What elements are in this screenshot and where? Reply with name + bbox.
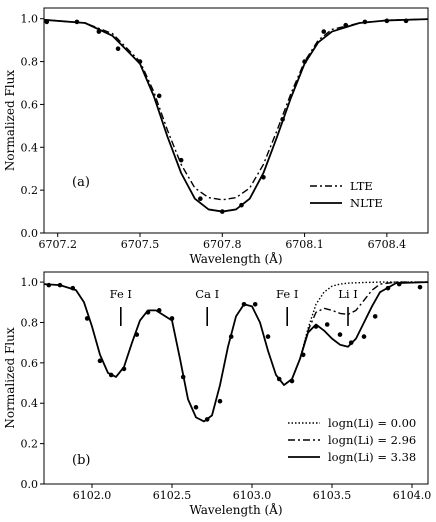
observed-point xyxy=(97,358,103,364)
observed-point xyxy=(384,18,390,24)
observed-point xyxy=(219,209,225,214)
y-tick-label: 1.0 xyxy=(21,13,39,26)
x-axis-label: Wavelength (Å) xyxy=(189,251,282,266)
observed-point xyxy=(156,93,162,99)
series-line xyxy=(44,18,428,213)
x-axis-label: Wavelength (Å) xyxy=(189,502,282,517)
observed-point xyxy=(385,285,391,291)
panel-label: (a) xyxy=(72,175,90,190)
x-tick-label: 6103.5 xyxy=(313,489,352,502)
y-tick-label: 1.0 xyxy=(21,276,39,289)
observed-point xyxy=(321,29,327,34)
x-tick-label: 6102.0 xyxy=(73,489,112,502)
plot-frame xyxy=(43,271,429,485)
observed-point xyxy=(403,18,409,24)
observed-point xyxy=(324,322,330,327)
x-tick-label: 6102.5 xyxy=(153,489,192,502)
line-id-label: Ca I xyxy=(195,287,219,301)
observed-point xyxy=(156,308,162,313)
observed-point xyxy=(396,281,402,287)
panel-label: (b) xyxy=(72,453,90,468)
legend-label: logn(Li) = 0.00 xyxy=(328,416,416,430)
y-tick-label: 0.8 xyxy=(21,56,39,69)
y-tick-label: 0.0 xyxy=(21,478,39,491)
observed-point xyxy=(137,59,143,64)
observed-point xyxy=(198,196,203,202)
y-tick-label: 0.6 xyxy=(21,98,39,111)
observed-point xyxy=(134,332,140,337)
observed-point xyxy=(115,46,121,52)
line-id-label: Fe I xyxy=(276,287,298,301)
observed-point xyxy=(228,334,234,339)
observed-point xyxy=(70,285,76,291)
legend-label: LTE xyxy=(350,179,373,193)
observed-point xyxy=(361,334,367,339)
observed-point xyxy=(280,117,285,122)
legend-label: logn(Li) = 2.96 xyxy=(328,433,416,447)
observed-point xyxy=(241,302,247,307)
observed-point xyxy=(57,282,63,288)
x-tick-label: 6708.4 xyxy=(368,238,407,251)
plot-area xyxy=(44,18,428,214)
observed-point xyxy=(178,157,184,163)
x-tick-label: 6103.0 xyxy=(233,489,272,502)
y-tick-label: 0.0 xyxy=(21,227,39,240)
observed-point xyxy=(84,316,90,321)
y-axis-label: Normalized Flux xyxy=(3,70,17,171)
observed-point xyxy=(302,59,307,64)
observed-point xyxy=(348,340,354,345)
x-tick-label: 6707.8 xyxy=(203,238,242,251)
observed-point xyxy=(313,324,319,329)
x-tick-label: 6708.1 xyxy=(285,238,324,251)
panel-a: 6707.2 6707.5 6707.8 6708.1 6708.4 0.0 0.2 0.4 0… xyxy=(3,7,429,266)
observed-point xyxy=(417,284,423,290)
line-id-label: Li I xyxy=(338,287,358,301)
y-axis-label: Normalized Flux xyxy=(3,327,17,428)
observed-point xyxy=(180,374,186,380)
observed-point xyxy=(289,378,295,384)
observed-point xyxy=(193,404,199,410)
observed-point xyxy=(261,174,266,180)
y-tick-label: 0.4 xyxy=(21,397,39,410)
legend-label: logn(Li) = 3.38 xyxy=(328,450,416,464)
y-tick-label: 0.4 xyxy=(21,141,39,154)
observed-point xyxy=(108,372,114,378)
observed-point xyxy=(44,19,50,25)
y-tick-label: 0.6 xyxy=(21,357,39,370)
observed-point xyxy=(265,334,271,339)
observed-point xyxy=(239,202,244,208)
observed-point xyxy=(46,282,52,288)
observed-point xyxy=(372,314,378,319)
panel-b: 6102.0 6102.5 6103.0 6103.5 6104.0 0.0 0.2 0.4 0… xyxy=(3,271,432,517)
observed-point xyxy=(74,19,80,25)
observed-point xyxy=(169,316,175,321)
plot-frame xyxy=(43,7,429,234)
legend-label: NLTE xyxy=(350,196,383,210)
y-tick-label: 0.2 xyxy=(21,184,39,197)
observed-point xyxy=(300,352,306,358)
observed-point xyxy=(337,332,343,337)
observed-point xyxy=(204,417,210,422)
series-line xyxy=(44,281,428,423)
plot-area xyxy=(44,281,428,423)
observed-point xyxy=(252,302,258,307)
x-tick-label: 6707.5 xyxy=(121,238,160,251)
series-line xyxy=(44,18,428,201)
observed-point xyxy=(145,310,151,315)
line-id-label: Fe I xyxy=(110,287,132,301)
observed-point xyxy=(121,366,127,372)
observed-point xyxy=(96,29,102,34)
observed-point xyxy=(343,22,349,28)
x-tick-label: 6707.2 xyxy=(38,238,77,251)
y-tick-label: 0.2 xyxy=(21,438,39,451)
y-tick-label: 0.8 xyxy=(21,316,39,329)
x-tick-label: 6104.0 xyxy=(393,489,432,502)
observed-point xyxy=(276,376,282,382)
observed-point xyxy=(217,398,223,404)
observed-point xyxy=(362,19,368,25)
